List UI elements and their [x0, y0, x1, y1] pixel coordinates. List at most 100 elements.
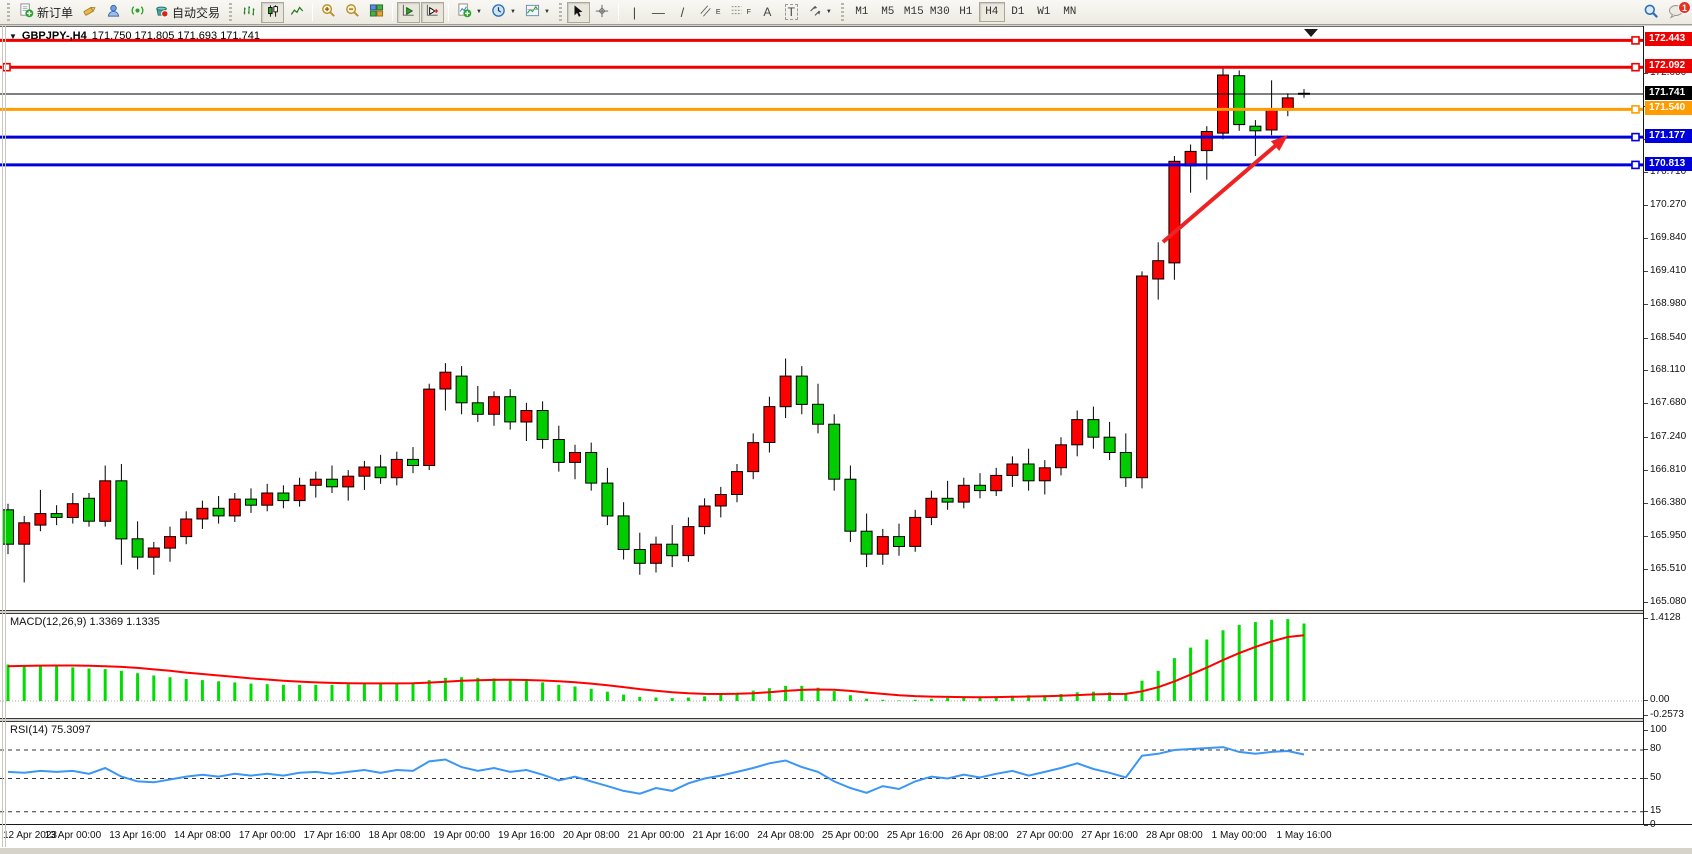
toolbar-grip[interactable] [558, 3, 562, 21]
toolbar-grip[interactable] [840, 3, 844, 21]
candle-body [1055, 444, 1067, 469]
price-tick-label: 170.270 [1650, 199, 1687, 211]
fibo-letter: F [746, 8, 751, 16]
symbol-period-label: GBPJPY-,H4 [21, 30, 87, 42]
timeframe-button-mn[interactable]: MN [1057, 2, 1083, 22]
panel-splitter[interactable] [0, 611, 1692, 613]
time-axis-label: 12 Apr 2023 [3, 830, 57, 841]
price-tick-label: 168.110 [1650, 364, 1686, 376]
timeframe-button-h1[interactable]: H1 [953, 2, 979, 22]
timeframe-button-m1[interactable]: M1 [849, 2, 875, 22]
candle-body [731, 471, 743, 496]
candle-body [407, 458, 419, 466]
price-axis[interactable]: 172.000171.570171.140170.710170.270169.8… [1643, 26, 1692, 830]
search-button[interactable] [1639, 2, 1663, 23]
tick-mark [1644, 618, 1648, 620]
time-axis-label: 13 Apr 16:00 [109, 830, 166, 841]
candle-body [390, 458, 403, 479]
time-axis-label: 13 Apr 00:00 [44, 830, 102, 841]
indicators-button[interactable]: ▼ [453, 2, 486, 23]
zoom-in-button[interactable] [317, 2, 340, 23]
candle-body [423, 388, 436, 467]
chevron-down-icon: ▼ [509, 9, 516, 15]
candle-body [50, 513, 63, 518]
time-axis-label: 26 Apr 08:00 [951, 830, 1009, 841]
timeframe-button-m30[interactable]: M30 [927, 2, 953, 22]
macd-label: MACD(12,26,9) 1.3369 1.1335 [10, 616, 160, 628]
candle-body [893, 536, 905, 547]
signals-button[interactable] [126, 2, 149, 23]
fibonacci-tool-button[interactable]: F [726, 2, 755, 23]
candle-body [1006, 463, 1019, 476]
trendline-icon: / [680, 4, 685, 20]
candle-body [763, 406, 776, 444]
price-tick-label: 166.810 [1650, 463, 1687, 475]
community-button[interactable] [102, 2, 125, 23]
notification-badge: 1 [1678, 0, 1691, 14]
notifications-button[interactable]: 1 [1664, 0, 1691, 23]
tick-mark [1644, 469, 1648, 471]
main-chart-panel[interactable] [0, 26, 1643, 611]
candlestick-chart-button[interactable] [261, 1, 285, 23]
tick-mark [1644, 370, 1648, 372]
line-chart-icon [290, 4, 304, 21]
timeframe-button-h4[interactable]: H4 [978, 2, 1005, 22]
new-order-button[interactable]: 新订单 [15, 2, 77, 23]
timeframe-button-m5[interactable]: M5 [875, 2, 901, 22]
templates-button[interactable]: ▼ [521, 2, 554, 23]
bar-chart-button[interactable] [237, 2, 260, 23]
vertical-line-tool-button[interactable]: | [623, 2, 646, 23]
time-axis[interactable]: 12 Apr 2023 13 Apr 00:00 13 Apr 16:00 14 Ap… [0, 824, 1692, 848]
autotrading-button[interactable]: 自动交易 [150, 2, 224, 23]
search-icon [1643, 3, 1659, 22]
autoscroll-button[interactable] [397, 1, 421, 23]
text-label-tool-button[interactable]: T [780, 2, 803, 23]
price-tick-label: 168.980 [1650, 297, 1687, 309]
trendline-tool-button[interactable]: / [671, 2, 694, 23]
chart-shift-button[interactable] [421, 1, 445, 23]
candle-body [245, 498, 257, 506]
crosshair-button[interactable] [591, 2, 614, 23]
tile-windows-button[interactable] [365, 2, 388, 23]
zoom-out-button[interactable] [341, 2, 364, 23]
candle-body [1119, 452, 1132, 479]
horizontal-line-tool-button[interactable]: — [647, 2, 670, 23]
periods-clock-button[interactable]: ▼ [487, 2, 520, 23]
macd-indicator-panel[interactable] [0, 613, 1643, 719]
candlestick-chart [0, 29, 1643, 583]
cursor-button[interactable] [566, 1, 590, 23]
annotation-arrow-shaft [1161, 138, 1284, 244]
equidistant-channel-icon [699, 4, 713, 21]
toolbar-separator [448, 3, 450, 21]
one-click-trading-arrow-icon[interactable]: ▼ [9, 31, 17, 41]
rsi-indicator-panel[interactable] [0, 721, 1643, 824]
time-axis-label: 27 Apr 00:00 [1016, 830, 1074, 841]
community-person-icon [106, 3, 121, 21]
time-axis-label: 20 Apr 08:00 [562, 830, 620, 841]
timeframe-button-d1[interactable]: D1 [1005, 2, 1031, 22]
time-axis-label: 25 Apr 16:00 [886, 830, 944, 841]
chevron-down-icon: ▼ [825, 9, 832, 15]
candle-body [1233, 75, 1246, 126]
timeframe-button-m15[interactable]: M15 [901, 2, 927, 22]
ohlc-values: 171.750 171.805 171.693 171.741 [91, 30, 260, 42]
tick-mark [1644, 337, 1648, 339]
toolbar-grip[interactable] [229, 3, 233, 21]
zoom-in-icon [321, 3, 336, 21]
candle-body [131, 538, 144, 558]
styler-button[interactable] [78, 2, 101, 23]
rsi-scale-label: 0 [1650, 819, 1656, 830]
text-tool-button[interactable]: A [756, 2, 779, 23]
channel-tool-button[interactable]: E [695, 2, 725, 23]
candle-body [471, 402, 484, 415]
tick-mark [1644, 535, 1648, 537]
timeframe-button-w1[interactable]: W1 [1031, 2, 1057, 22]
panel-splitter[interactable] [0, 719, 1692, 721]
line-chart-button[interactable] [285, 2, 308, 23]
candle-body [83, 497, 95, 522]
tile-windows-icon [369, 3, 384, 21]
time-axis-label: 17 Apr 00:00 [238, 830, 296, 841]
arrows-tool-button[interactable]: ▼ [804, 2, 836, 23]
time-axis-label: 19 Apr 16:00 [498, 830, 555, 841]
toolbar-grip[interactable] [7, 3, 10, 21]
